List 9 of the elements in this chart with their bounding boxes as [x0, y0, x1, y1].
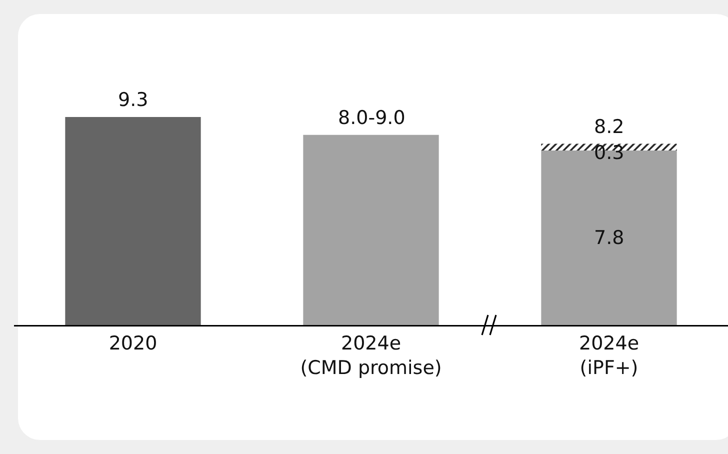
x-tick-label: 2024e (iPF+) — [578, 332, 640, 379]
x-tick-label: 2020 — [108, 332, 158, 354]
total-label: 8.2 — [594, 116, 624, 138]
total-label: 9.3 — [118, 89, 148, 111]
data-label: 7.8 — [594, 227, 624, 249]
x-tick-label: 2024e (CMD promise) — [300, 332, 442, 379]
bar — [65, 116, 201, 325]
bar — [303, 134, 439, 325]
total-label: 8.0-9.0 — [338, 107, 406, 129]
